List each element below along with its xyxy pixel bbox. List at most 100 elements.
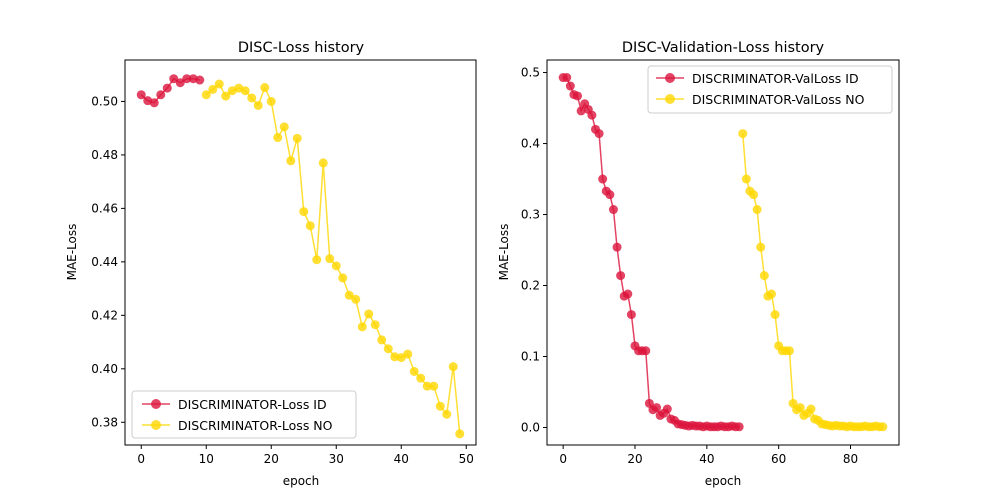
data-point (156, 90, 166, 100)
data-point (201, 90, 211, 100)
data-point (169, 74, 179, 84)
data-point (312, 255, 322, 265)
data-point (605, 190, 615, 200)
data-point (175, 78, 185, 88)
data-point (364, 309, 374, 319)
y-tick-label: 0.5 (521, 66, 540, 80)
data-point (240, 86, 250, 96)
y-tick-label: 0.48 (91, 148, 118, 162)
data-point (279, 122, 289, 132)
data-point (351, 294, 361, 304)
x-axis: 0 10 20 30 40 50 (137, 445, 474, 466)
data-point (806, 404, 816, 414)
data-point (383, 344, 393, 354)
legend-marker-no (151, 420, 161, 430)
y-tick-label: 0.0 (521, 420, 540, 434)
legend-label-id: DISCRIMINATOR-Loss ID (178, 397, 327, 412)
x-tick-label: 0 (137, 452, 145, 466)
legend: DISCRIMINATOR-Loss ID DISCRIMINATOR-Loss… (131, 390, 357, 439)
data-point (741, 174, 751, 184)
y-tick-label: 0.42 (91, 308, 118, 322)
x-tick-label: 80 (843, 452, 858, 466)
data-point (149, 98, 159, 108)
y-axis-label: MAE-Loss (65, 224, 79, 281)
y-tick-label: 0.46 (91, 201, 118, 215)
data-point (221, 91, 231, 101)
data-point (565, 81, 575, 91)
legend-label-no: DISCRIMINATOR-Loss NO (178, 418, 333, 433)
data-point (738, 129, 748, 139)
data-point (208, 84, 218, 94)
data-point (749, 190, 759, 200)
y-tick-label: 0.44 (91, 255, 118, 269)
x-tick-label: 20 (627, 452, 642, 466)
data-point (377, 335, 387, 345)
x-tick-label: 30 (329, 452, 344, 466)
data-point (344, 290, 354, 300)
data-point (608, 205, 618, 215)
data-point (286, 156, 296, 166)
legend-box (647, 65, 893, 114)
x-tick-label: 60 (771, 452, 786, 466)
y-tick-label: 0.50 (91, 94, 118, 108)
x-tick-label: 20 (264, 452, 279, 466)
data-point (442, 409, 452, 419)
data-point (266, 96, 276, 106)
data-point (182, 74, 192, 84)
data-point (357, 322, 367, 332)
data-point (616, 271, 626, 281)
data-point (770, 310, 780, 320)
series-line-no (205, 83, 461, 434)
data-point (576, 106, 586, 116)
data-point (652, 403, 662, 413)
y-axis-label: MAE-Loss (497, 224, 511, 281)
data-point (253, 100, 263, 110)
y-axis: 0.38 0.40 0.42 0.44 0.46 0.48 0.50 (91, 94, 125, 429)
data-point (195, 75, 205, 85)
data-point (260, 83, 270, 93)
data-point (305, 221, 315, 231)
data-point (756, 242, 766, 252)
legend-label-id: DISCRIMINATOR-ValLoss ID (692, 71, 859, 86)
y-tick-label: 0.3 (521, 208, 540, 222)
x-tick-label: 40 (394, 452, 409, 466)
y-tick-label: 0.38 (91, 415, 118, 429)
data-point (299, 207, 309, 217)
y-tick-label: 0.40 (91, 362, 118, 376)
data-point (587, 110, 597, 120)
legend-marker-id (151, 399, 161, 409)
legend: DISCRIMINATOR-ValLoss ID DISCRIMINATOR-V… (647, 65, 893, 114)
data-point (878, 422, 888, 432)
data-point (273, 133, 283, 143)
series-line-id (563, 76, 740, 428)
y-tick-label: 0.1 (521, 349, 540, 363)
data-point (136, 90, 146, 100)
data-point (795, 403, 805, 413)
data-point (429, 381, 439, 391)
axes-frame (124, 59, 477, 446)
plot-area (558, 73, 888, 432)
data-point (409, 366, 419, 376)
data-point (752, 205, 762, 215)
x-axis-label: epoch (705, 474, 742, 488)
data-point (598, 174, 608, 184)
data-point (562, 73, 572, 83)
data-point (766, 289, 776, 299)
legend-marker-id (665, 73, 675, 83)
data-point (214, 79, 224, 89)
y-axis: 0.0 0.1 0.2 0.3 0.4 0.5 (521, 66, 547, 434)
data-point (784, 346, 794, 356)
axes-frame (546, 59, 900, 446)
x-axis-label: epoch (283, 474, 320, 488)
data-point (370, 320, 380, 330)
data-point (594, 129, 604, 139)
x-tick-label: 40 (699, 452, 714, 466)
x-tick-label: 50 (459, 452, 474, 466)
data-point (448, 362, 458, 372)
legend-label-no: DISCRIMINATOR-ValLoss NO (692, 92, 865, 107)
data-point (573, 91, 583, 101)
y-tick-label: 0.4 (521, 137, 540, 151)
data-point (162, 83, 172, 93)
data-point (292, 133, 302, 143)
